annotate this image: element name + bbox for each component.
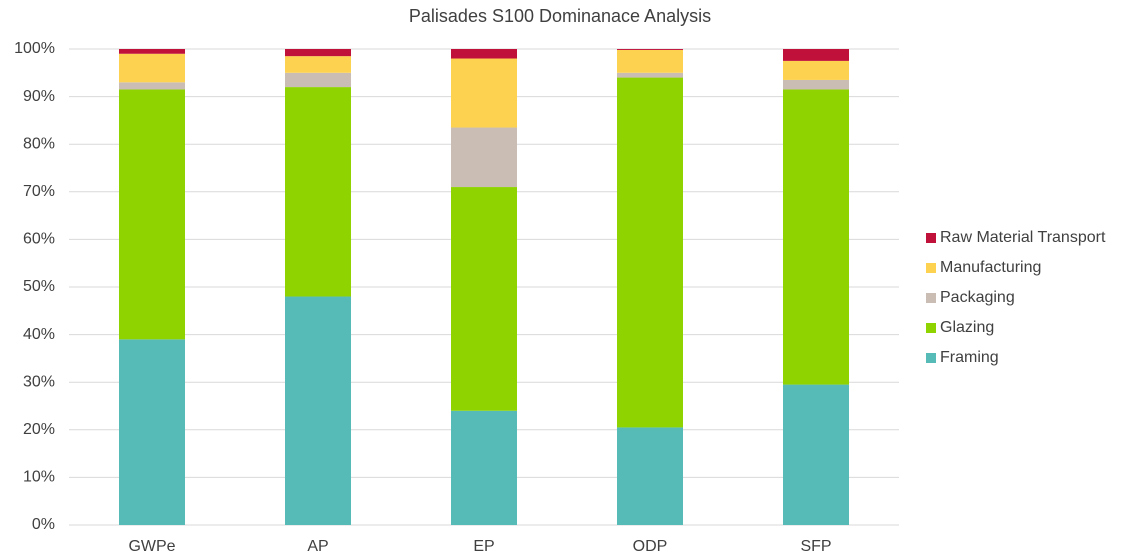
bar-segment <box>783 79 849 90</box>
legend-swatch <box>926 353 936 363</box>
y-tick-label: 90% <box>23 88 55 105</box>
bar-segment <box>451 58 517 128</box>
legend-label: Glazing <box>940 319 994 336</box>
bar-segment <box>285 49 351 57</box>
x-tick-label: ODP <box>633 538 668 555</box>
bar-segment <box>617 49 683 73</box>
bar-segment <box>451 127 517 188</box>
legend-label: Packaging <box>940 289 1015 306</box>
legend-swatch <box>926 233 936 243</box>
bar-segment <box>285 296 351 525</box>
bar-segment <box>285 87 351 297</box>
bar-segment <box>617 77 683 428</box>
bar-segment <box>783 60 849 80</box>
y-tick-label: 70% <box>23 183 55 200</box>
x-tick-label: AP <box>307 538 328 555</box>
legend-label: Raw Material Transport <box>940 229 1106 246</box>
y-tick-label: 100% <box>14 40 55 57</box>
legend-swatch <box>926 263 936 273</box>
bar-segment <box>451 410 517 525</box>
x-tick-label: EP <box>473 538 494 555</box>
legend-label: Manufacturing <box>940 259 1041 276</box>
y-tick-label: 50% <box>23 278 55 295</box>
bar-segment <box>119 53 185 83</box>
bar-segment <box>617 427 683 525</box>
y-tick-label: 60% <box>23 231 55 248</box>
bar-segment <box>285 72 351 88</box>
x-tick-label: SFP <box>800 538 831 555</box>
y-tick-label: 20% <box>23 421 55 438</box>
bar-segment <box>617 72 683 78</box>
x-tick-label: GWPe <box>128 538 175 555</box>
bar-segment <box>617 49 683 50</box>
y-tick-label: 80% <box>23 135 55 152</box>
bar-segment <box>285 56 351 73</box>
legend-swatch <box>926 323 936 333</box>
bar-segment <box>119 89 185 340</box>
bar-segment <box>451 49 517 59</box>
legend-label: Framing <box>940 349 999 366</box>
y-tick-label: 30% <box>23 373 55 390</box>
bar-segment <box>451 187 517 411</box>
bar-segment <box>119 82 185 90</box>
bar-segment <box>783 384 849 525</box>
bar-segment <box>119 49 185 54</box>
legend-swatch <box>926 293 936 303</box>
chart-title: Palisades S100 Dominanace Analysis <box>409 6 711 26</box>
bar-segment <box>783 49 849 61</box>
bar-segment <box>783 89 849 385</box>
y-tick-label: 0% <box>32 516 55 533</box>
y-tick-label: 40% <box>23 326 55 343</box>
bar-segment <box>119 339 185 525</box>
y-tick-label: 10% <box>23 469 55 486</box>
